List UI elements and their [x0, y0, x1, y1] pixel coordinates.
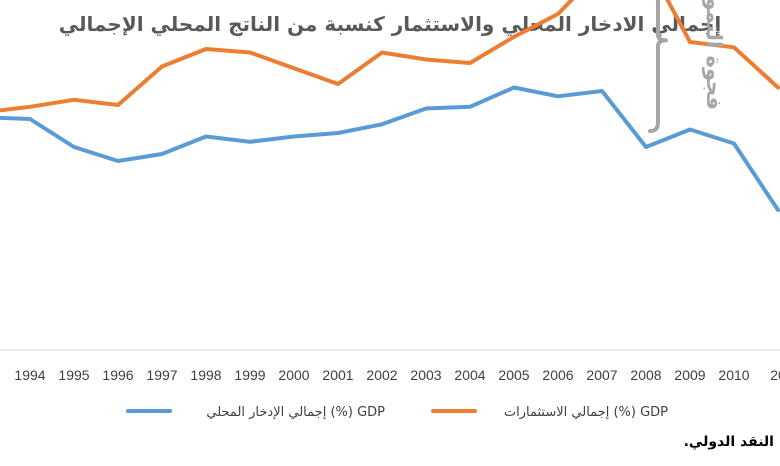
x-tick-label: 1995: [58, 367, 89, 383]
x-tick-label: 2009: [674, 367, 705, 383]
series-line-2: [0, 0, 780, 113]
x-tick-label: 1999: [234, 367, 265, 383]
x-tick-label: 1998: [190, 367, 221, 383]
source-note: النقد الدولي.: [683, 434, 774, 450]
x-tick-label: 2007: [586, 367, 617, 383]
legend-label-1: إجمالي الإدخار المحلي (%) GDP: [206, 405, 385, 420]
x-axis-ticks: 3199419951996199719981999200020012002200…: [14, 367, 780, 383]
chart-title: إجمالي الادخار المحلي والاستثمار كنسبة م…: [58, 12, 722, 36]
x-tick-label: 2008: [630, 367, 661, 383]
x-tick-label: 2004: [454, 367, 485, 383]
x-tick-label: 2005: [498, 367, 529, 383]
x-tick-label: 2000: [278, 367, 309, 383]
financing-gap-annotation: فجوة التمويل: [648, 0, 726, 133]
x-tick-label: 20: [770, 367, 780, 383]
x-tick-label: 2006: [542, 367, 573, 383]
x-tick-label: 2010: [718, 367, 749, 383]
x-tick-label: 2001: [322, 367, 353, 383]
x-tick-label: 1994: [14, 367, 45, 383]
x-tick-label: 2003: [410, 367, 441, 383]
gap-label: فجوة التمويل: [702, 0, 726, 110]
gap-brace: [648, 0, 668, 133]
legend: إجمالي الإدخار المحلي (%) GDP إجمالي الاس…: [126, 405, 668, 420]
legend-label-2: إجمالي الاستثمارات (%) GDP: [504, 405, 668, 420]
series-layer: [0, 0, 780, 212]
x-tick-label: 1996: [102, 367, 133, 383]
x-tick-label: 2002: [366, 367, 397, 383]
x-tick-label: 1997: [146, 367, 177, 383]
